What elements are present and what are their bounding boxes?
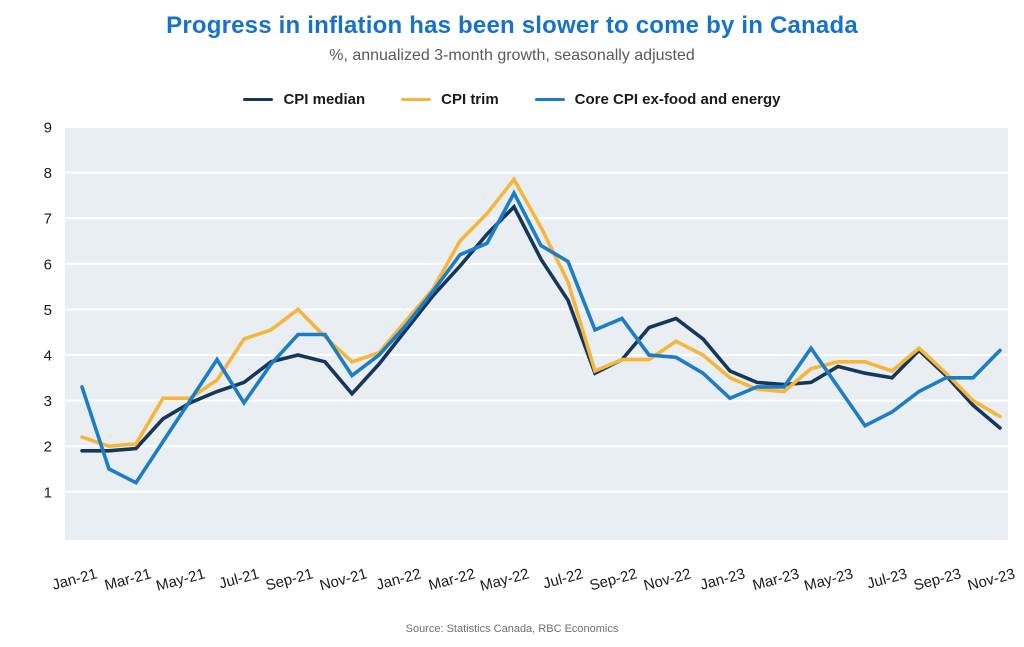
x-tick-label: Nov-23 (966, 565, 1017, 594)
chart-legend: CPI median CPI trim Core CPI ex-food and e… (0, 91, 1024, 108)
chart-subtitle: %, annualized 3-month growth, seasonally… (329, 47, 695, 64)
x-tick-label: Jan-22 (374, 565, 423, 593)
x-tick-label: Jul-21 (217, 565, 261, 592)
x-tick-label: Nov-22 (642, 565, 693, 594)
legend-swatch (243, 97, 274, 102)
y-tick-label: 2 (44, 439, 52, 456)
legend-item-cpi-trim: CPI trim (401, 91, 499, 108)
x-tick-label: Jul-22 (541, 565, 585, 592)
y-tick-label: 6 (44, 256, 52, 273)
x-tick-label: May-21 (154, 565, 207, 594)
y-tick-label: 7 (44, 211, 52, 228)
x-tick-label: May-22 (478, 565, 531, 594)
x-tick-label: Jul-23 (865, 565, 909, 592)
y-tick-label: 1 (44, 484, 52, 501)
legend-item-core-cpi-ex-food-and-energy: Core CPI ex-food and energy (534, 91, 781, 108)
x-tick-label: Jan-23 (698, 565, 747, 593)
legend-label: CPI median (283, 91, 366, 108)
series-line-core-cpi-ex-food-and-energy (80, 189, 1002, 486)
series-line-cpi-trim (80, 176, 1002, 449)
source-note: Source: Statistics Canada, RBC Economics (405, 623, 619, 635)
y-tick-label: 5 (44, 302, 52, 319)
y-tick-label: 9 (44, 120, 52, 137)
legend-label: CPI trim (441, 91, 499, 108)
x-tick-label: Sep-22 (588, 565, 639, 594)
chart-title: Progress in inflation has been slower to… (166, 12, 858, 39)
x-tick-label: Jan-21 (50, 565, 99, 593)
x-tick-label: Sep-23 (912, 565, 963, 594)
legend-item-cpi-median: CPI median (243, 91, 365, 108)
x-tick-label: Sep-21 (264, 565, 315, 594)
x-tick-label: Mar-23 (751, 565, 801, 594)
legend-swatch (534, 97, 565, 102)
x-tick-label: Nov-21 (318, 565, 369, 594)
y-tick-label: 3 (44, 393, 52, 410)
y-tick-label: 4 (44, 348, 52, 365)
x-tick-label: May-23 (802, 565, 855, 594)
plot-area (65, 127, 1008, 540)
x-tick-label: Mar-22 (427, 565, 477, 594)
y-tick-label: 8 (44, 165, 52, 182)
legend-swatch (401, 97, 432, 102)
x-tick-label: Mar-21 (103, 565, 153, 594)
legend-label: Core CPI ex-food and energy (574, 91, 781, 108)
